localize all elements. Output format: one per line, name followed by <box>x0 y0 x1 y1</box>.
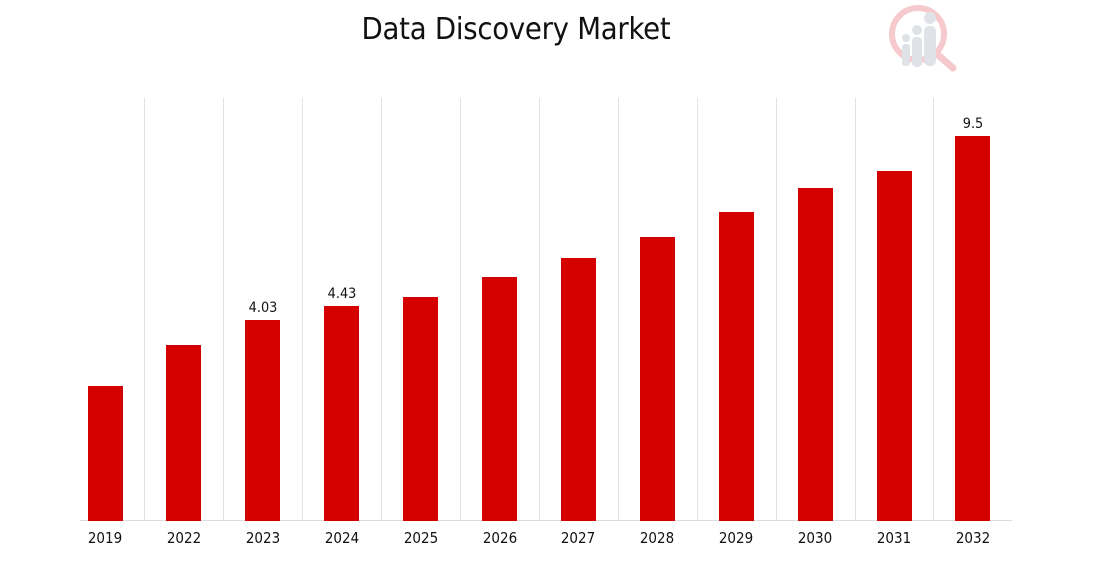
gridline <box>144 98 145 521</box>
data-label: 9.5 <box>962 116 984 132</box>
bar-2026[interactable] <box>482 277 517 521</box>
x-tick-label: 2027 <box>560 529 596 547</box>
x-tick-label: 2026 <box>482 529 518 547</box>
gridline <box>697 98 698 521</box>
data-label: 4.03 <box>248 300 278 316</box>
bar-2024[interactable] <box>324 306 359 521</box>
bar-2029[interactable] <box>719 212 754 521</box>
x-tick-label: 2028 <box>639 529 675 547</box>
watermark-logo-icon <box>889 5 957 72</box>
x-tick-label: 2029 <box>718 529 754 547</box>
gridline <box>381 98 382 521</box>
x-tick-label: 2025 <box>403 529 439 547</box>
x-tick-label: 2023 <box>245 529 281 547</box>
gridline <box>302 98 303 521</box>
bar-2019[interactable] <box>88 386 123 521</box>
gridline <box>618 98 619 521</box>
x-tick-label: 2032 <box>955 529 991 547</box>
bar-2032[interactable] <box>955 136 990 521</box>
gridline <box>855 98 856 521</box>
gridline <box>223 98 224 521</box>
bar-2025[interactable] <box>403 297 438 521</box>
gridline <box>539 98 540 521</box>
gridline <box>460 98 461 521</box>
gridline <box>933 98 934 521</box>
x-tick-label: 2031 <box>876 529 912 547</box>
bar-2022[interactable] <box>166 345 201 521</box>
bar-2027[interactable] <box>561 258 596 521</box>
x-axis-line <box>80 520 1012 521</box>
x-tick-label: 2019 <box>87 529 123 547</box>
data-label: 4.43 <box>327 286 357 302</box>
bar-2023[interactable] <box>245 320 280 521</box>
gridline <box>776 98 777 521</box>
x-tick-label: 2030 <box>797 529 833 547</box>
x-tick-label: 2024 <box>324 529 360 547</box>
x-tick-label: 2022 <box>166 529 202 547</box>
bar-2031[interactable] <box>877 171 912 521</box>
bar-2030[interactable] <box>798 188 833 521</box>
bar-2028[interactable] <box>640 237 675 521</box>
chart-title: Data Discovery Market <box>361 12 671 47</box>
